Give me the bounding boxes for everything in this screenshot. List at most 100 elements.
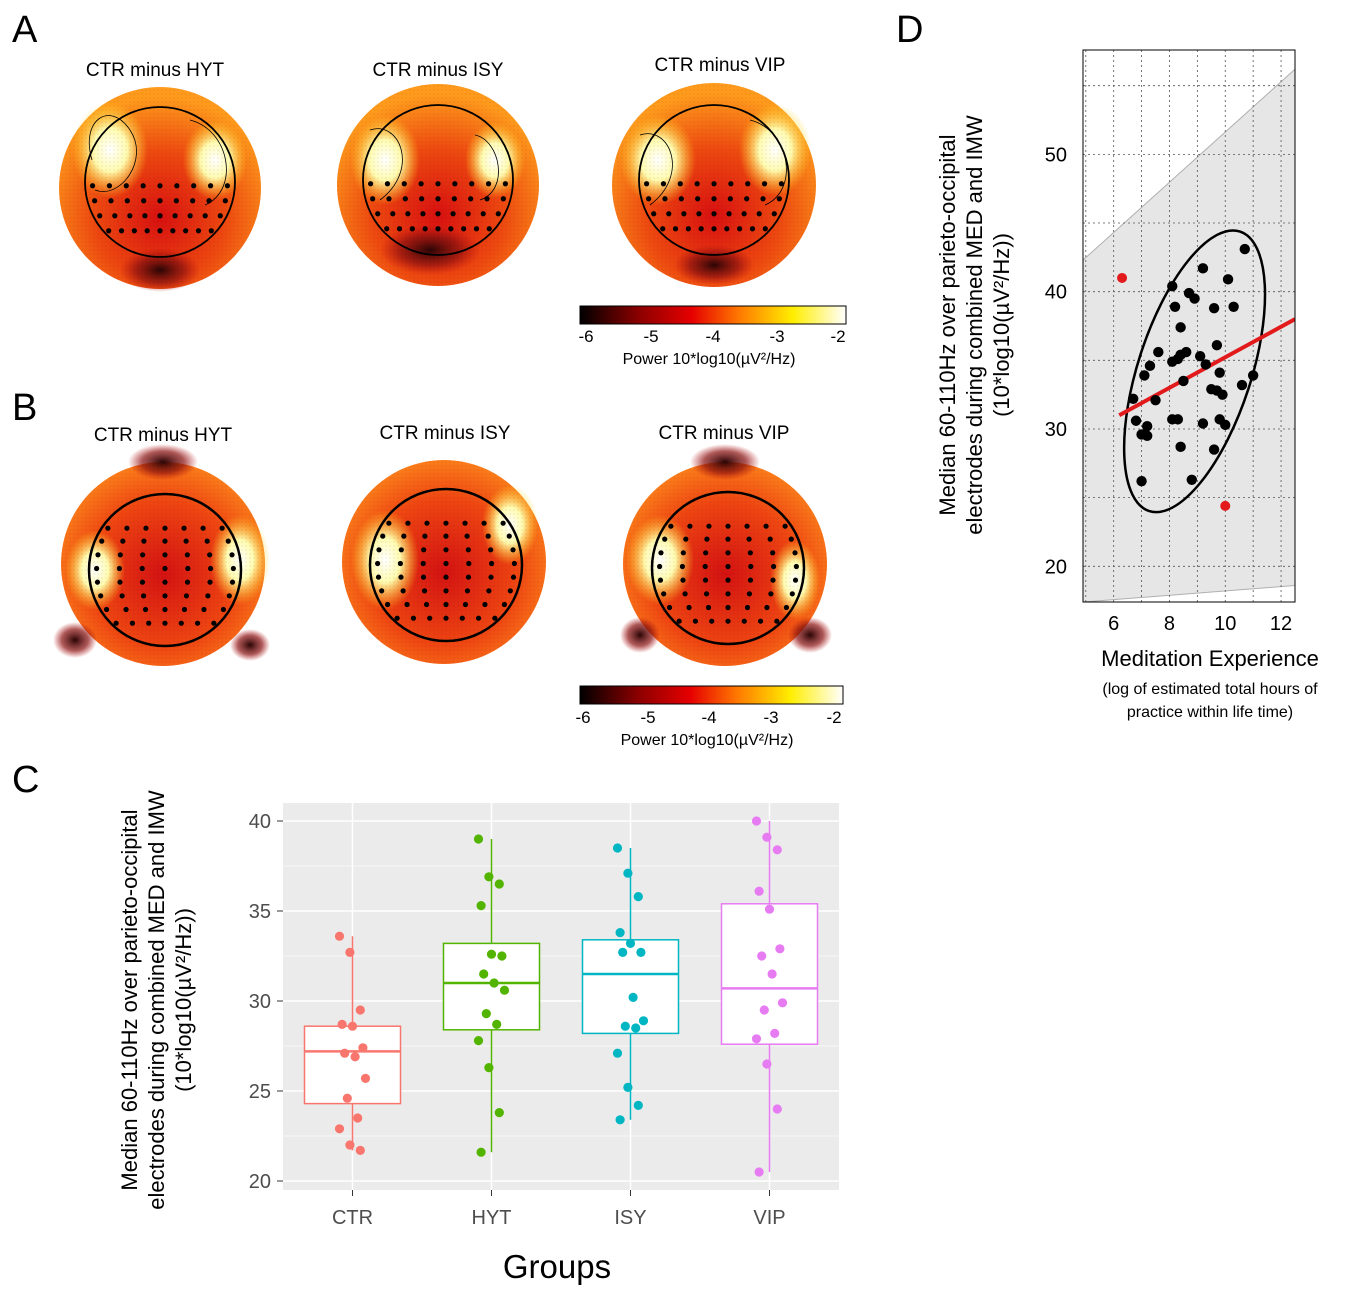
data-point <box>334 931 345 941</box>
electrode-dot <box>106 228 112 234</box>
electrode-dot <box>762 226 768 232</box>
electrode-dot <box>482 601 488 608</box>
electrode-dot <box>694 181 700 187</box>
electrode-dot <box>507 588 513 594</box>
electrode-dot <box>402 196 408 202</box>
electrode-dot <box>207 579 213 585</box>
electrode-dot <box>725 618 731 624</box>
electrode-dot <box>195 228 202 234</box>
electrode-dot <box>116 565 123 572</box>
electrode-dot <box>384 181 391 187</box>
electrode-dot <box>462 520 468 526</box>
electrode-dot <box>443 601 449 608</box>
electrode-set <box>94 525 236 626</box>
electrode-dot <box>500 520 506 526</box>
topo-title-a-1: CTR minus HYT <box>86 60 225 81</box>
electrode-dot <box>370 196 376 202</box>
panel-c-ylabel-line-2: electrodes during combined MED and IMW <box>144 790 169 1210</box>
electrode-dot <box>465 574 472 580</box>
electrode-dot <box>422 533 428 539</box>
electrode-dot <box>746 536 752 542</box>
electrode-dot <box>380 533 386 539</box>
data-point <box>340 1048 350 1058</box>
electrode-dot <box>703 591 710 597</box>
data-point <box>628 992 638 1003</box>
electrode-dot <box>229 579 236 585</box>
data-point <box>355 1145 365 1155</box>
data-point <box>759 1005 769 1015</box>
electrode-dot <box>481 520 487 526</box>
electrode-set <box>367 181 509 232</box>
electrode-dot <box>484 196 490 202</box>
electrode-set <box>657 523 799 624</box>
electrode-dot <box>384 601 391 608</box>
electrode-dot <box>705 604 712 611</box>
y-tick-label: 30 <box>1045 419 1067 441</box>
electrode-dot <box>658 550 664 556</box>
electrode-dot <box>451 196 457 202</box>
electrode-dot <box>443 574 449 580</box>
electrode-dot <box>685 226 691 232</box>
electrode-dot <box>492 615 498 621</box>
panel-c: 20 25 30 35 40 CTR HYT ISY VIP Median 60-110Hz o… <box>117 790 839 1285</box>
electrode-dot <box>162 525 168 531</box>
electrode-dot <box>174 183 180 189</box>
panel-d-points <box>1117 243 1259 511</box>
data-point <box>612 843 623 853</box>
electrode-dot <box>386 520 392 526</box>
electrode-dot <box>706 523 712 529</box>
electrode-dot <box>129 620 136 626</box>
electrode-dot <box>183 593 190 599</box>
colorbar-a-tick: -3 <box>769 327 784 346</box>
electrode-dot <box>181 606 188 613</box>
electrode-dot <box>140 593 147 599</box>
electrode-dot <box>230 565 236 572</box>
electrode-dot <box>162 552 168 558</box>
electrode-dot <box>763 523 769 529</box>
electrode-dot <box>211 620 217 626</box>
electrode-dot <box>698 226 704 232</box>
data-point <box>1178 375 1189 387</box>
electrode-dot <box>502 181 509 187</box>
data-point <box>623 868 633 878</box>
data-point <box>620 1021 630 1031</box>
electrode-dot <box>376 547 382 553</box>
electrode-dot <box>140 552 146 558</box>
electrode-dot <box>452 181 458 187</box>
electrode-dot <box>386 196 392 202</box>
panel-letter-d: D <box>896 9 923 51</box>
data-point <box>342 1093 352 1103</box>
data-point <box>751 1034 762 1044</box>
electrode-dot <box>770 563 777 570</box>
data-point <box>767 969 777 979</box>
colorbar-a-tick: -6 <box>578 327 593 346</box>
outlier-point <box>1220 500 1231 511</box>
electrode-dot <box>421 547 427 553</box>
electrode-dot <box>443 615 449 621</box>
electrode-dot <box>725 591 731 597</box>
electrode-dot <box>443 547 449 553</box>
data-point <box>353 1113 363 1123</box>
data-point <box>494 1108 504 1118</box>
electrode-dot <box>465 547 471 553</box>
electrode-dot <box>401 181 407 187</box>
electrode-dot <box>771 211 777 217</box>
data-point <box>473 1036 484 1046</box>
electrode-dot <box>400 588 406 594</box>
electrode-dot <box>225 538 231 544</box>
electrode-dot <box>764 604 770 611</box>
electrode-dot <box>219 525 225 531</box>
electrode-dot <box>92 198 98 204</box>
electrode-dot <box>435 211 441 217</box>
x-tick-label: CTR <box>332 1207 373 1229</box>
electrode-dot <box>501 601 508 608</box>
electrode-dot <box>185 565 191 572</box>
electrode-dot <box>709 618 715 624</box>
electrode-dot <box>173 198 179 204</box>
data-point <box>473 834 484 844</box>
panel-d-ylabel: Median 60-110Hz over parieto-occipital e… <box>935 115 1014 535</box>
electrode-dot <box>94 579 101 585</box>
electrode-dot <box>486 588 492 594</box>
electrode-dot <box>423 601 430 608</box>
electrode-dot <box>761 181 768 187</box>
